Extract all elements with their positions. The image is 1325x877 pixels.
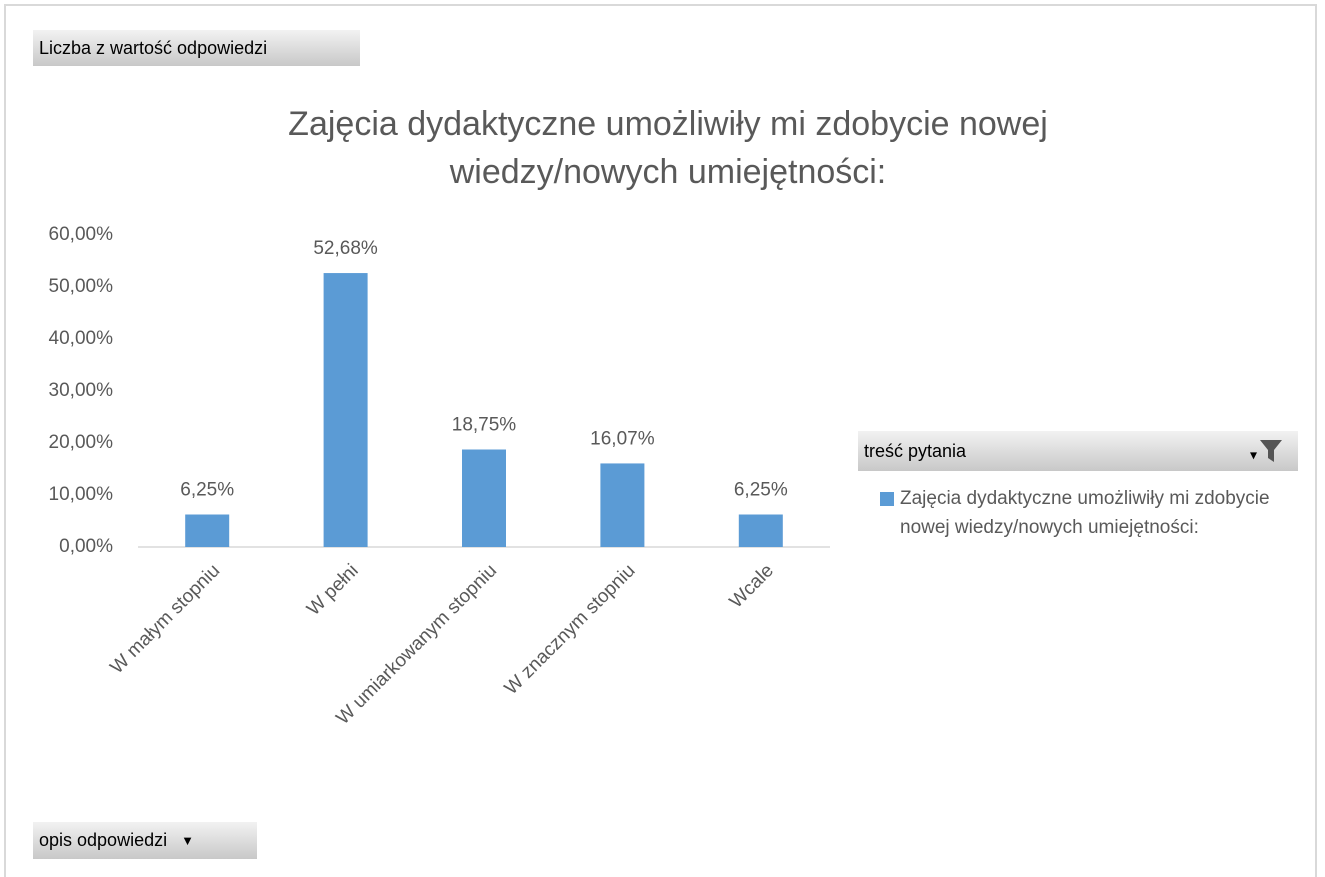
bar — [600, 463, 645, 547]
y-tick-label: 0,00% — [59, 536, 113, 557]
chart-frame — [4, 4, 1317, 877]
chart-title: Zajęcia dydaktyczne umożliwiły mi zdobyc… — [0, 100, 1325, 196]
bar — [323, 273, 368, 547]
legend-field-button[interactable]: treść pytania ▾ — [858, 431, 1298, 471]
dropdown-arrow: ▼ — [181, 833, 194, 848]
y-tick-label: 40,00% — [49, 328, 114, 349]
y-tick-label: 20,00% — [49, 432, 114, 453]
axis-field-label: opis odpowiedzi — [39, 830, 168, 850]
data-label: 16,07% — [590, 428, 655, 449]
bar — [462, 449, 506, 547]
x-tick-label: W małym stopniu — [106, 560, 224, 678]
title-line: wiedzy/nowych umiejętności: — [449, 153, 887, 191]
data-label: 52,68% — [313, 238, 378, 259]
x-tick-label: W pełni — [303, 560, 363, 620]
legend-swatch — [880, 492, 894, 506]
data-label: 6,25% — [180, 480, 234, 501]
x-tick-label: Wcale — [726, 560, 778, 612]
bar — [185, 514, 230, 547]
data-label: 6,25% — [734, 480, 788, 501]
y-tick-label: 30,00% — [49, 380, 114, 401]
y-tick-label: 50,00% — [49, 276, 114, 297]
y-tick-label: 60,00% — [49, 224, 114, 245]
svg-text:▾: ▾ — [1250, 447, 1257, 463]
x-tick-label: W umiarkowanym stopniu — [332, 560, 501, 729]
filter-icon: ▾ — [1250, 440, 1282, 463]
legend-entry: Zajęcia dydaktyczne umożliwiły mi zdobyc… — [880, 484, 1300, 542]
axis-field-button[interactable]: opis odpowiedzi ▼ — [33, 822, 257, 859]
data-label: 18,75% — [452, 415, 517, 436]
title-line: Zajęcia dydaktyczne umożliwiły mi zdobyc… — [288, 105, 1048, 143]
bar — [738, 514, 783, 547]
value-field-button[interactable]: Liczba z wartość odpowiedzi — [33, 30, 360, 66]
x-tick-label: W znacznym stopniu — [501, 560, 640, 699]
legend-title: treść pytania — [864, 440, 967, 461]
legend-label: Zajęcia dydaktyczne umożliwiły mi zdobyc… — [900, 488, 1270, 538]
y-tick-label: 10,00% — [49, 484, 114, 505]
